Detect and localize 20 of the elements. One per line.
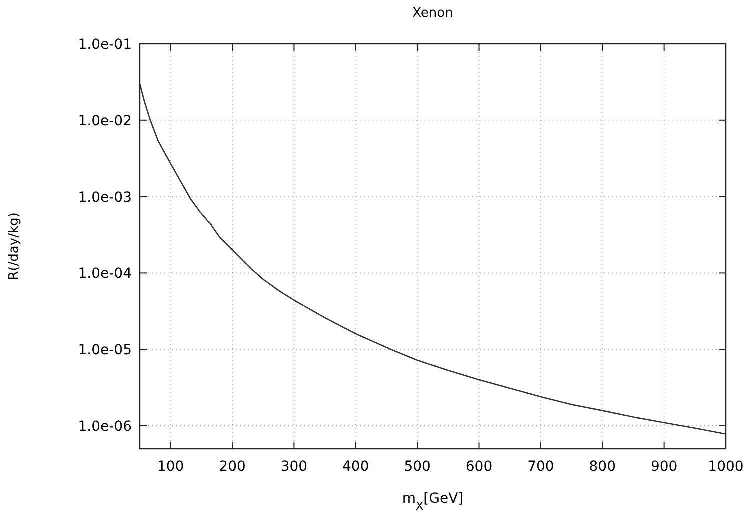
y-tick-label: 1.0e-03	[78, 190, 132, 206]
x-tick-label: 700	[528, 459, 554, 475]
line-series	[139, 83, 727, 435]
y-tick-label: 1.0e-02	[78, 113, 132, 130]
x-tick-label: 1000	[708, 459, 744, 475]
x-tick-label: 200	[219, 459, 246, 475]
x-tick-label: 400	[342, 459, 370, 475]
y-tick-label: 1.0e-06	[78, 419, 132, 435]
y-tick-label: 1.0e-05	[78, 342, 132, 359]
x-tick-label: 100	[157, 459, 184, 475]
y-tick-label: 1.0e-01	[78, 37, 132, 53]
y-axis-title: R(/day/kg)	[7, 212, 22, 280]
x-axis-title: m$_{X}$[GeV]	[402, 491, 464, 512]
chart-title: Xenon	[412, 6, 454, 21]
x-tick-label: 900	[650, 459, 678, 475]
x-tick-label: 800	[589, 459, 616, 475]
y-tick-label: 1.0e-04	[78, 266, 132, 282]
x-tick-label: 300	[280, 459, 308, 475]
x-tick-label: 600	[466, 459, 493, 475]
x-tick-label: 500	[404, 459, 431, 475]
